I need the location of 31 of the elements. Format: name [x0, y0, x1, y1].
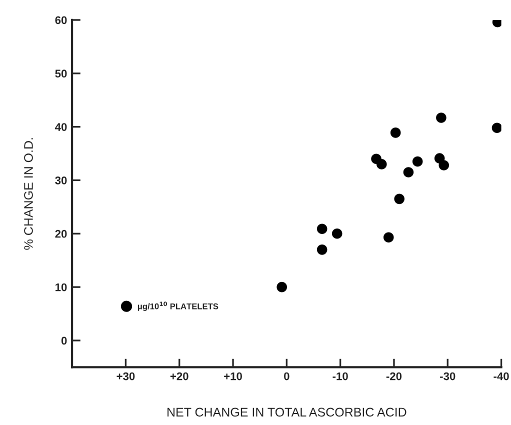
point	[383, 232, 394, 243]
point	[390, 128, 401, 138]
point	[316, 244, 328, 255]
x-tick-label: -30	[440, 372, 456, 380]
point	[394, 194, 404, 204]
y-tick-label: 30	[55, 176, 67, 184]
x-tick-label: +30	[116, 372, 135, 380]
x-tick-label: 0	[284, 372, 290, 380]
x-tick-label: +20	[170, 372, 188, 380]
y-tick-label: 20	[55, 230, 67, 238]
y-tick-label: 10	[56, 283, 67, 292]
y-tick-label: 60	[55, 16, 67, 24]
point	[316, 224, 328, 234]
y-axis-title: % CHANGE IN O.D.	[24, 138, 33, 250]
point	[376, 159, 387, 170]
y-tick-label: 40	[55, 123, 67, 131]
point	[436, 112, 446, 123]
point	[492, 122, 502, 134]
y-tick-label: 50	[55, 70, 67, 78]
legend-label: μg/10$^{10}$ PLATELETS	[138, 302, 218, 311]
x-tick-label: -40	[494, 372, 509, 380]
x-tick-label: -20	[386, 372, 402, 380]
y-tick-label: 0	[61, 336, 67, 345]
point	[438, 160, 450, 170]
point	[332, 228, 342, 239]
x-tick-label: -10	[332, 372, 348, 380]
point	[403, 167, 414, 178]
point	[276, 282, 287, 292]
x-tick-label: +10	[224, 372, 242, 380]
point	[412, 156, 423, 167]
x-axis-title: NET CHANGE IN TOTAL ASCORBIC ACID	[168, 408, 406, 417]
